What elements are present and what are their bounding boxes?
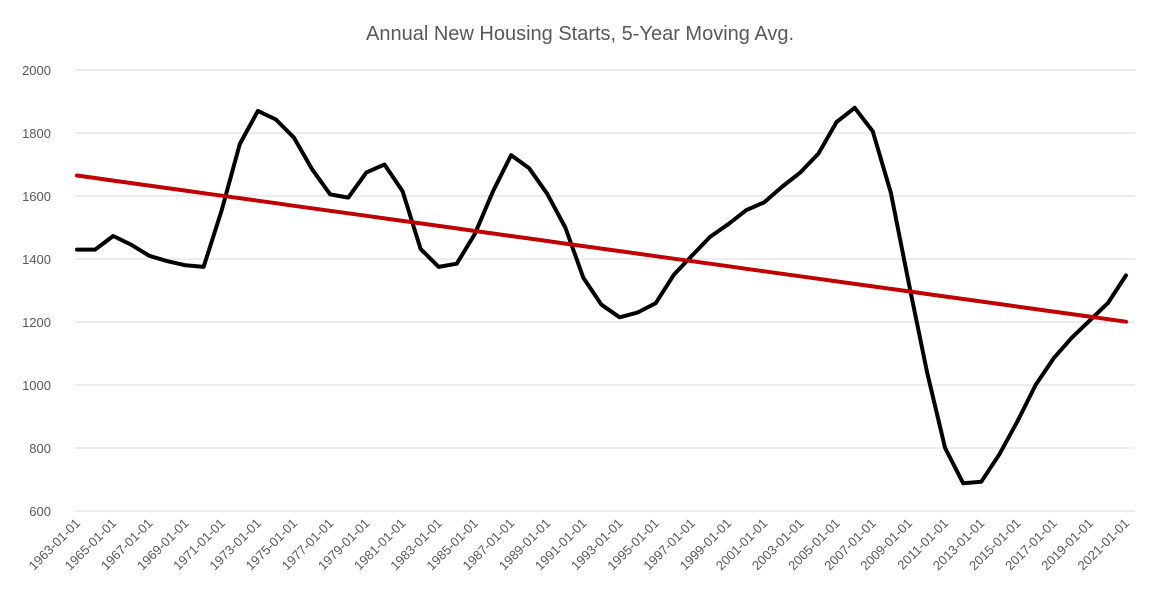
- y-tick-label: 1000: [22, 378, 51, 393]
- y-tick-label: 2000: [22, 63, 51, 78]
- series-line-trend: [75, 173, 1128, 324]
- y-tick-label: 1600: [22, 189, 51, 204]
- y-tick-label: 600: [29, 504, 51, 519]
- gridlines: [75, 69, 1135, 512]
- y-axis: 600 800 1000 1200 1400 1600 1800 2000: [22, 63, 51, 519]
- series-line-moving-avg: [75, 105, 1128, 486]
- y-tick-label: 1400: [22, 252, 51, 267]
- y-tick-label: 1800: [22, 126, 51, 141]
- y-tick-label: 1200: [22, 315, 51, 330]
- y-tick-label: 800: [29, 441, 51, 456]
- x-axis: 1963-01-011965-01-011967-01-011969-01-01…: [25, 516, 1132, 574]
- series-group: [75, 105, 1128, 486]
- chart-title: Annual New Housing Starts, 5-Year Moving…: [366, 23, 794, 45]
